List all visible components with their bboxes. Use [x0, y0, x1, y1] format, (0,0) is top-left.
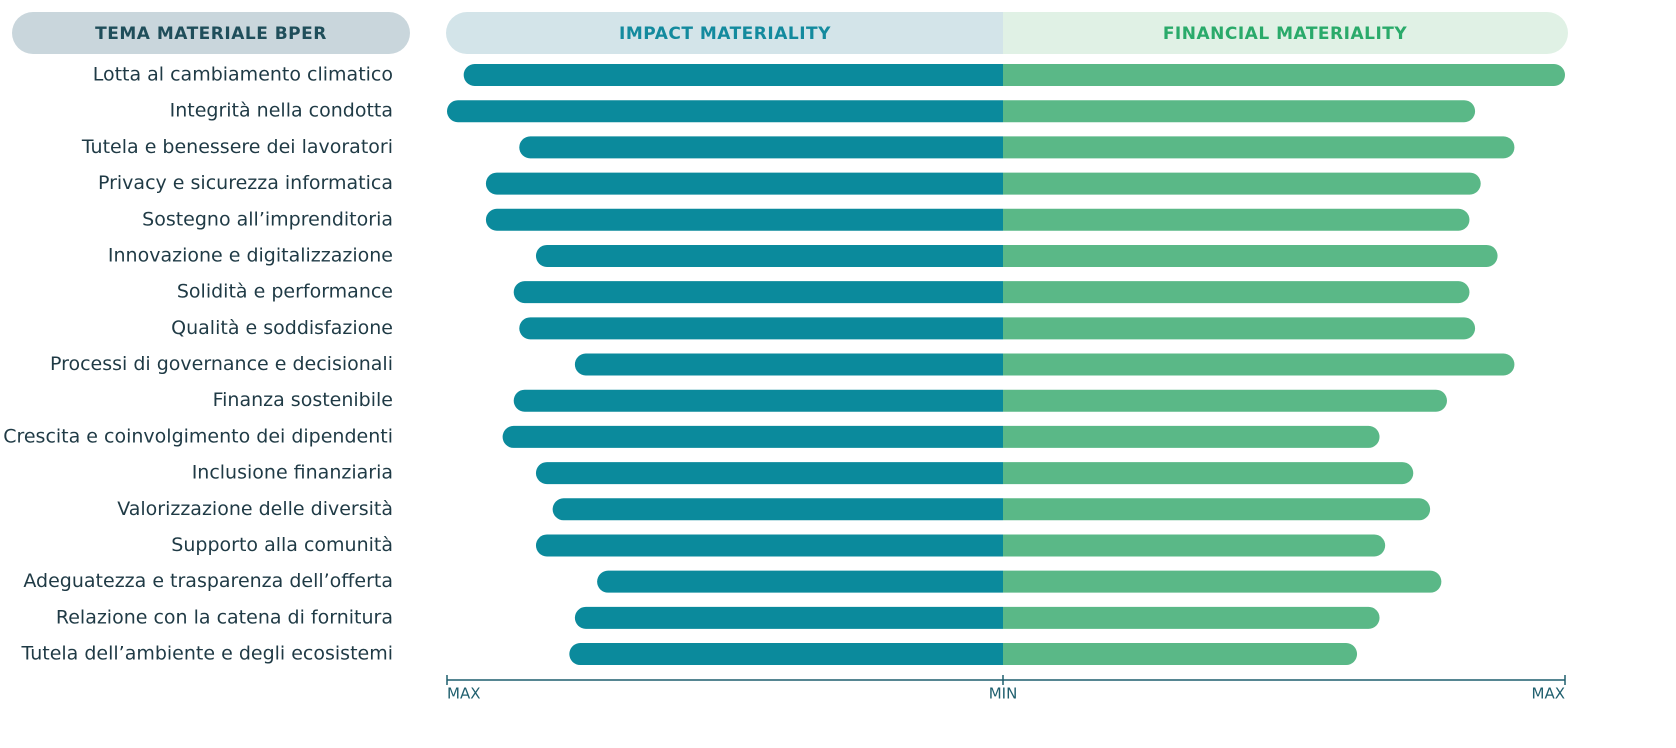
series-label: IMPACT MATERIALITY	[619, 24, 831, 44]
impact-bar	[535, 534, 1003, 557]
impact-bar	[519, 136, 1003, 159]
category-label: Privacy e sicurezza informatica	[98, 172, 393, 194]
financial-bar	[1003, 64, 1565, 86]
category-label: Tutela e benessere dei lavoratori	[81, 136, 393, 158]
category-label: Supporto alla comunità	[171, 534, 393, 556]
category-label: Sostegno all’imprenditoria	[142, 208, 393, 230]
impact-bar	[574, 606, 1003, 629]
financial-bar	[1003, 643, 1358, 666]
impact-bar	[552, 498, 1003, 521]
category-label: Finanza sostenibile	[213, 389, 393, 411]
impact-bar	[485, 208, 1003, 231]
impact-bar	[513, 389, 1003, 412]
financial-bar	[1003, 534, 1386, 557]
category-label: Integrità nella condotta	[170, 100, 393, 122]
financial-bar	[1003, 281, 1470, 304]
financial-bar	[1003, 172, 1481, 195]
impact-bar	[513, 281, 1003, 304]
impact-bar	[463, 64, 1003, 86]
impact-bar	[519, 317, 1003, 340]
financial-bar	[1003, 244, 1498, 267]
financial-bar	[1003, 570, 1442, 593]
category-label: Lotta al cambiamento climatico	[93, 64, 393, 86]
impact-bar	[535, 462, 1003, 485]
financial-bar	[1003, 136, 1515, 159]
financial-bar	[1003, 425, 1380, 448]
financial-bar	[1003, 317, 1476, 340]
financial-bar	[1003, 389, 1447, 412]
category-label: Qualità e soddisfazione	[171, 317, 393, 339]
financial-bar	[1003, 606, 1380, 629]
impact-bar	[597, 570, 1003, 593]
financial-bar	[1003, 498, 1431, 521]
category-label: Solidità e performance	[177, 281, 393, 303]
x-tick-label: MAX	[447, 685, 480, 703]
financial-bar	[1003, 100, 1476, 123]
impact-bar	[569, 643, 1003, 666]
financial-bar	[1003, 462, 1414, 485]
x-tick-label: MIN	[989, 685, 1018, 703]
category-label: Innovazione e digitalizzazione	[108, 244, 393, 266]
category-label: Crescita e coinvolgimento dei dipendenti	[3, 425, 393, 447]
impact-bar	[502, 425, 1003, 448]
financial-pill	[1003, 12, 1568, 54]
impact-bar	[485, 172, 1003, 195]
financial-bar	[1003, 353, 1515, 376]
category-label: Relazione con la catena di fornitura	[56, 606, 393, 628]
category-label: Inclusione finanziaria	[192, 462, 393, 484]
financial-bar	[1003, 208, 1470, 231]
series-label: FINANCIAL MATERIALITY	[1163, 24, 1408, 44]
impact-bar	[574, 353, 1003, 376]
impact-bar	[447, 100, 1003, 123]
category-label: Processi di governance e decisionali	[50, 353, 393, 375]
category-label: Adeguatezza e trasparenza dell’offerta	[23, 570, 393, 592]
x-tick-label: MAX	[1532, 685, 1565, 703]
header-label: TEMA MATERIALE BPER	[95, 24, 327, 44]
impact-bar	[535, 244, 1003, 267]
header-pill	[12, 12, 410, 54]
category-label: Tutela dell’ambiente e degli ecosistemi	[20, 643, 393, 665]
impact-pill	[446, 12, 1003, 54]
category-label: Valorizzazione delle diversità	[117, 498, 393, 520]
